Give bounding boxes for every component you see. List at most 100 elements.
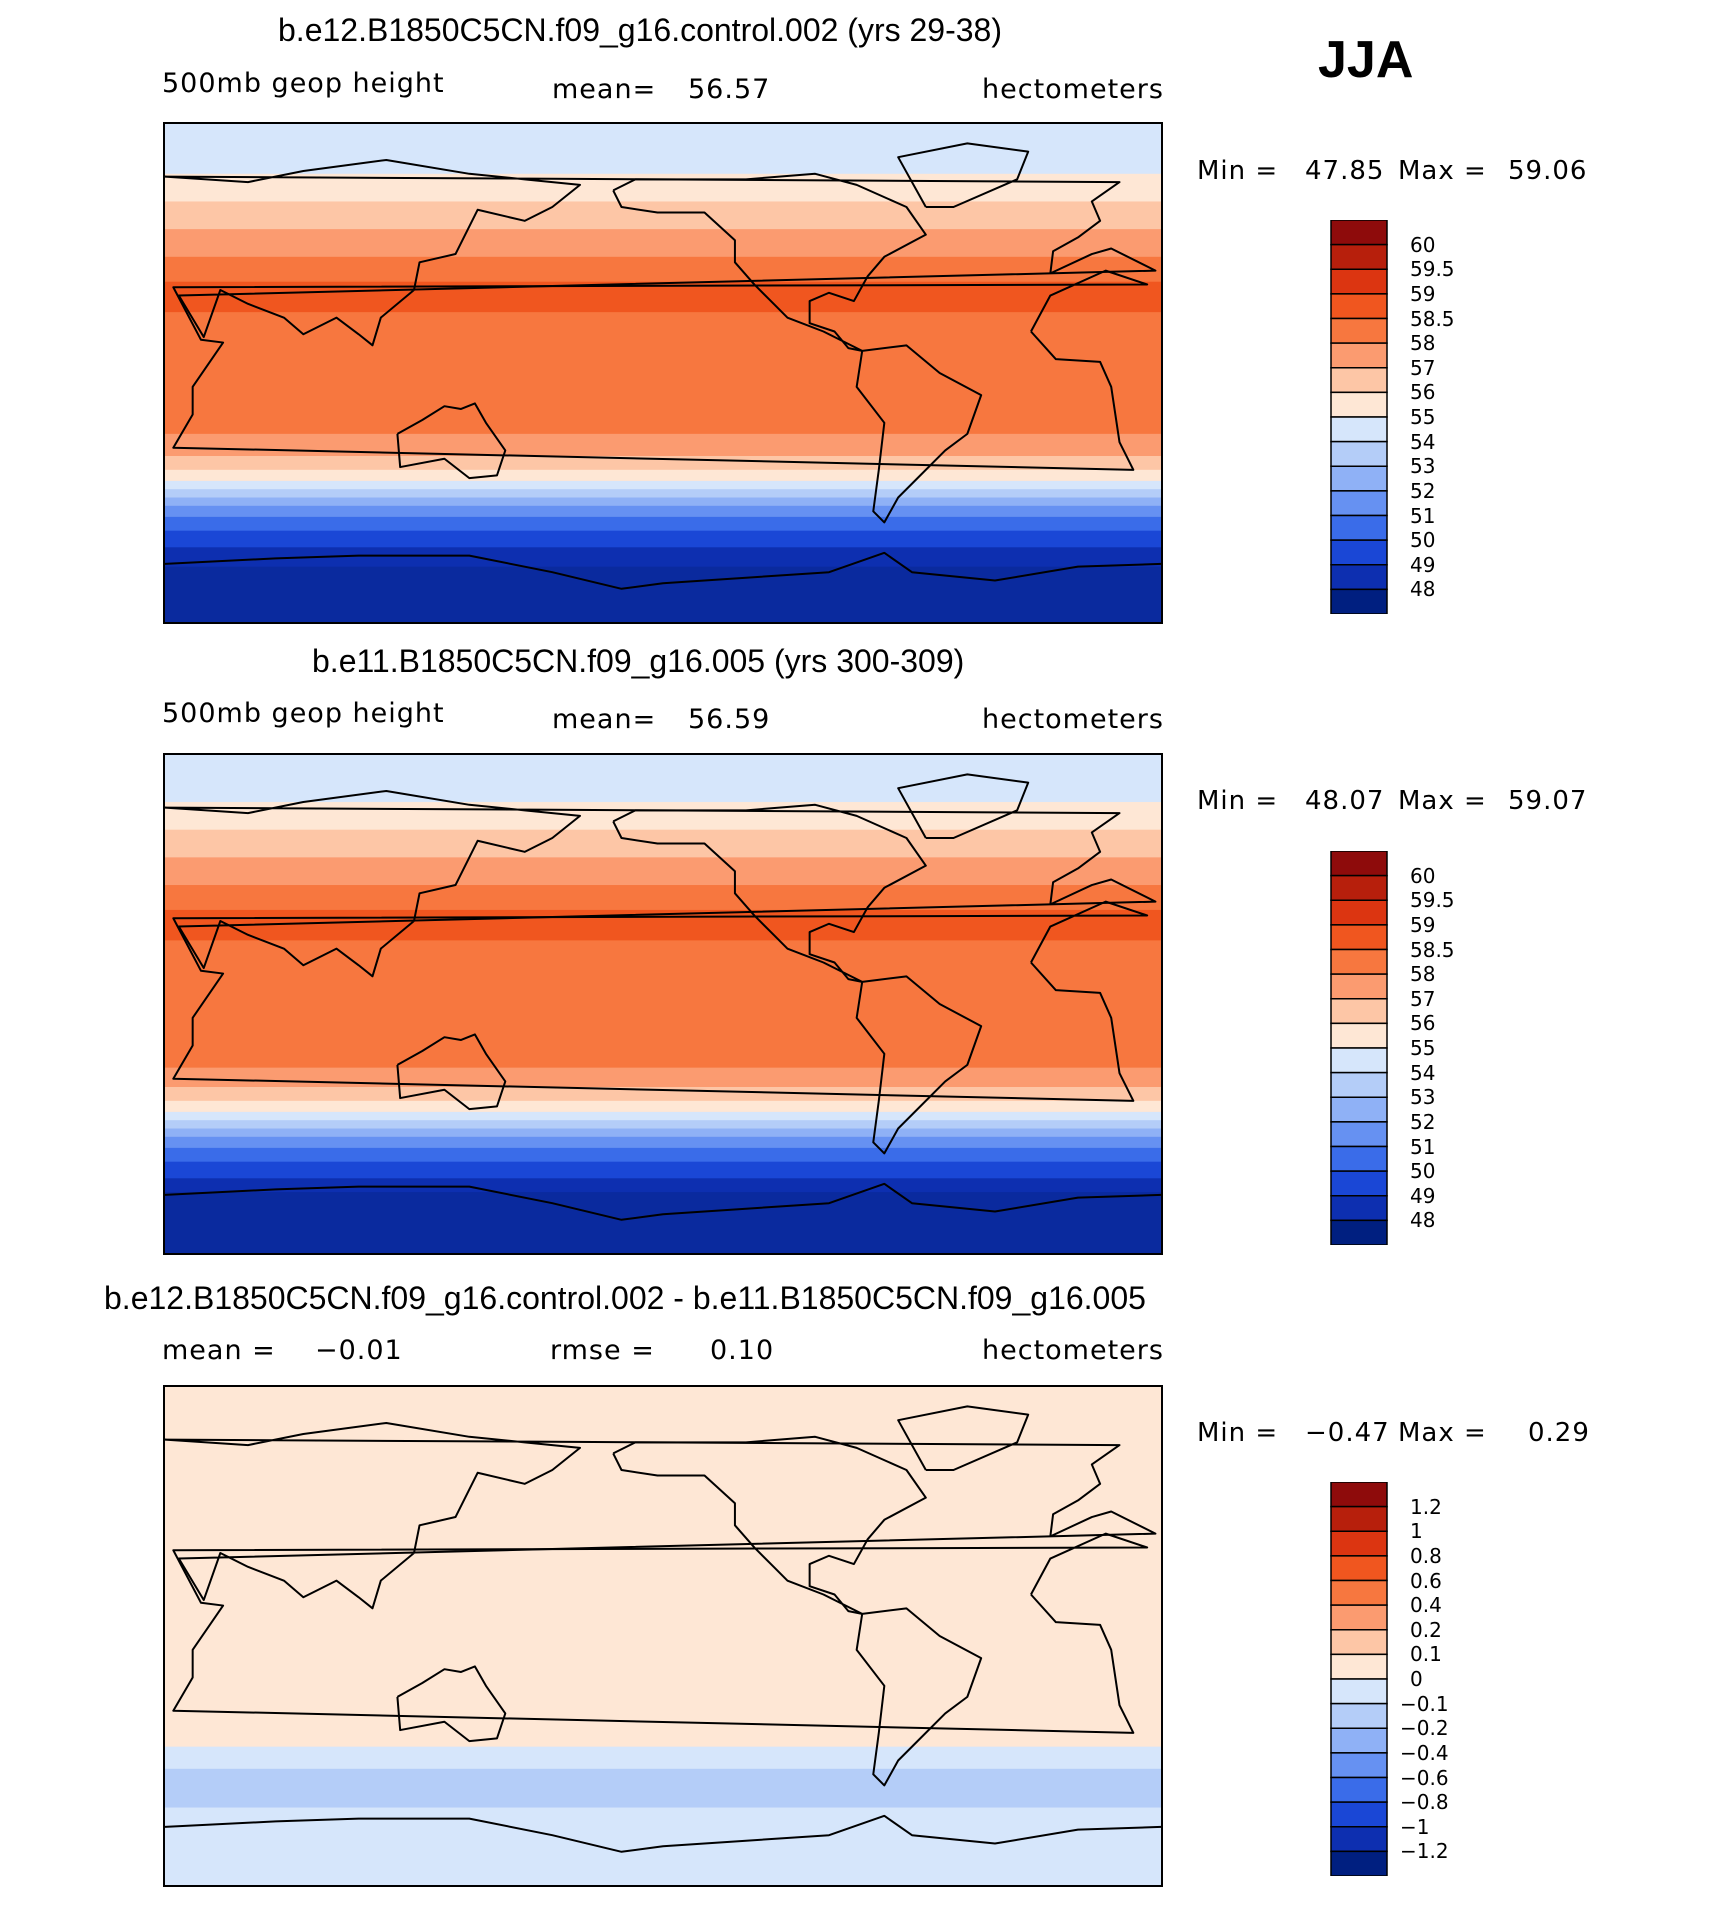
- colorbar-tick-label: −0.6: [1400, 1765, 1449, 1790]
- map-band: [165, 885, 1161, 911]
- coastline-australia: [396, 1033, 507, 1111]
- panel-3-units: hectometers: [982, 1335, 1164, 1366]
- coastline-greenland: [897, 1405, 1030, 1471]
- map-band: [165, 1147, 1161, 1163]
- map-band: [165, 497, 1161, 507]
- colorbar-tick-label: 59: [1410, 912, 1436, 937]
- colorbar-tick-label: 0.8: [1410, 1543, 1442, 1568]
- map-band: [165, 1111, 1161, 1121]
- panel-1-map: [163, 122, 1163, 624]
- colorbar-tick-label: 53: [1410, 454, 1436, 479]
- panel-3-max-label: Max =: [1398, 1418, 1487, 1448]
- map-band: [165, 1100, 1161, 1113]
- colorbar-swatch: [1330, 1530, 1388, 1557]
- colorbar-swatch: [1330, 1604, 1388, 1631]
- colorbar-tick-label: 54: [1410, 1060, 1436, 1085]
- colorbar-swatch: [1330, 1826, 1388, 1853]
- colorbar-swatch: [1330, 465, 1388, 492]
- coastline-africa: [172, 1532, 1149, 1734]
- panel-1-map-svg: [165, 124, 1161, 622]
- map-band: [165, 940, 1161, 1069]
- colorbar-tick-label: 0.6: [1410, 1568, 1442, 1593]
- panel-3-rmse-label: rmse =: [550, 1335, 655, 1366]
- colorbar-swatch: [1330, 924, 1388, 951]
- colorbar-svg: [1330, 850, 1388, 1246]
- colorbar-swatch: [1330, 367, 1388, 394]
- colorbar-swatch: [1330, 1481, 1388, 1508]
- map-band: [165, 1387, 1161, 1748]
- map-band: [165, 1067, 1161, 1088]
- colorbar-tick-label: 57: [1410, 355, 1436, 380]
- colorbar-tick-label: 49: [1410, 1183, 1436, 1208]
- panel-2-max-value: 59.07: [1508, 786, 1588, 816]
- panel-3-map: [163, 1385, 1163, 1887]
- panel-1-mean-value: 56.57: [688, 74, 771, 105]
- colorbar-tick-label: 58: [1410, 962, 1436, 987]
- colorbar-tick-label: 55: [1410, 1036, 1436, 1060]
- panel-3-min-value: −0.47: [1305, 1418, 1390, 1448]
- panel-3-rmse-value: 0.10: [710, 1335, 775, 1366]
- colorbar-swatch: [1330, 317, 1388, 344]
- colorbar-swatch: [1330, 1850, 1388, 1877]
- panel-2-units: hectometers: [982, 704, 1164, 735]
- map-band: [165, 433, 1161, 457]
- coastline-south-america: [855, 344, 983, 524]
- colorbar-tick-label: 60: [1410, 863, 1436, 888]
- colorbar-svg: [1330, 1481, 1388, 1877]
- colorbar-tick-label: 58.5: [1410, 306, 1455, 331]
- coastline-antarctica-coast: [165, 1814, 1161, 1853]
- colorbar-tick-label: 1: [1410, 1519, 1423, 1544]
- panel-2-max-label: Max =: [1398, 786, 1487, 816]
- colorbar-swatch: [1330, 1505, 1388, 1532]
- map-band: [165, 1746, 1161, 1770]
- coastline-australia: [396, 402, 507, 480]
- panel-1-mean-label: mean=: [552, 74, 657, 105]
- colorbar-swatch: [1330, 1702, 1388, 1729]
- panel-1-variable: 500mb geop height: [162, 68, 445, 99]
- colorbar-swatch: [1330, 588, 1388, 615]
- colorbar-tick-label: 59: [1410, 281, 1436, 306]
- colorbar-swatch: [1330, 1121, 1388, 1148]
- colorbar-swatch: [1330, 243, 1388, 270]
- colorbar-swatch: [1330, 268, 1388, 295]
- coastline-europe-asia: [165, 158, 1157, 347]
- colorbar-swatch: [1330, 293, 1388, 320]
- colorbar-tick-label: 0.4: [1410, 1593, 1442, 1618]
- coastline-north-america: [612, 1435, 927, 1615]
- colorbar-tick-label: 52: [1410, 478, 1436, 503]
- colorbar-svg: [1330, 219, 1388, 615]
- map-band: [165, 489, 1161, 498]
- colorbar-swatch: [1330, 1801, 1388, 1828]
- panel-1-colorbar: 60 59.5 59 58.5 58 57 56 55 54 53 52 51 50 49 48: [1330, 219, 1455, 615]
- colorbar-tick-label: 60: [1410, 232, 1436, 257]
- map-band: [165, 312, 1161, 435]
- colorbar-swatch: [1330, 1071, 1388, 1098]
- colorbar-tick-label: 58: [1410, 331, 1436, 356]
- colorbar-swatch: [1330, 1579, 1388, 1606]
- panel-2-title: b.e11.B1850C5CN.f09_g16.005 (yrs 300-309…: [312, 643, 965, 679]
- colorbar-swatch: [1330, 874, 1388, 901]
- map-band: [165, 566, 1161, 622]
- colorbar-swatch: [1330, 1678, 1388, 1705]
- colorbar-tick-label: 59.5: [1410, 257, 1455, 282]
- panel-2-min-label: Min =: [1197, 786, 1279, 816]
- map-band: [165, 530, 1161, 548]
- colorbar-tick-label: 0.1: [1410, 1642, 1442, 1667]
- colorbar-tick-label: 51: [1410, 503, 1436, 528]
- colorbar-swatch: [1330, 850, 1388, 877]
- colorbar-swatch: [1330, 219, 1388, 246]
- colorbar-tick-label: −0.1: [1400, 1691, 1449, 1716]
- map-band: [165, 469, 1161, 482]
- map-band: [165, 516, 1161, 532]
- panel-3-mean-value: −0.01: [315, 1335, 403, 1366]
- map-band: [165, 201, 1161, 230]
- coastline-greenland: [897, 773, 1030, 839]
- panel-2-min-value: 48.07: [1305, 786, 1385, 816]
- map-band: [165, 802, 1161, 831]
- colorbar-tick-label: 48: [1410, 1208, 1436, 1233]
- colorbar-swatch: [1330, 1776, 1388, 1803]
- colorbar-swatch: [1330, 1727, 1388, 1754]
- colorbar-swatch: [1330, 564, 1388, 591]
- panel-2-colorbar: 60 59.5 59 58.5 58 57 56 55 54 53 52 51 50 49 48: [1330, 850, 1455, 1246]
- colorbar-swatch: [1330, 416, 1388, 443]
